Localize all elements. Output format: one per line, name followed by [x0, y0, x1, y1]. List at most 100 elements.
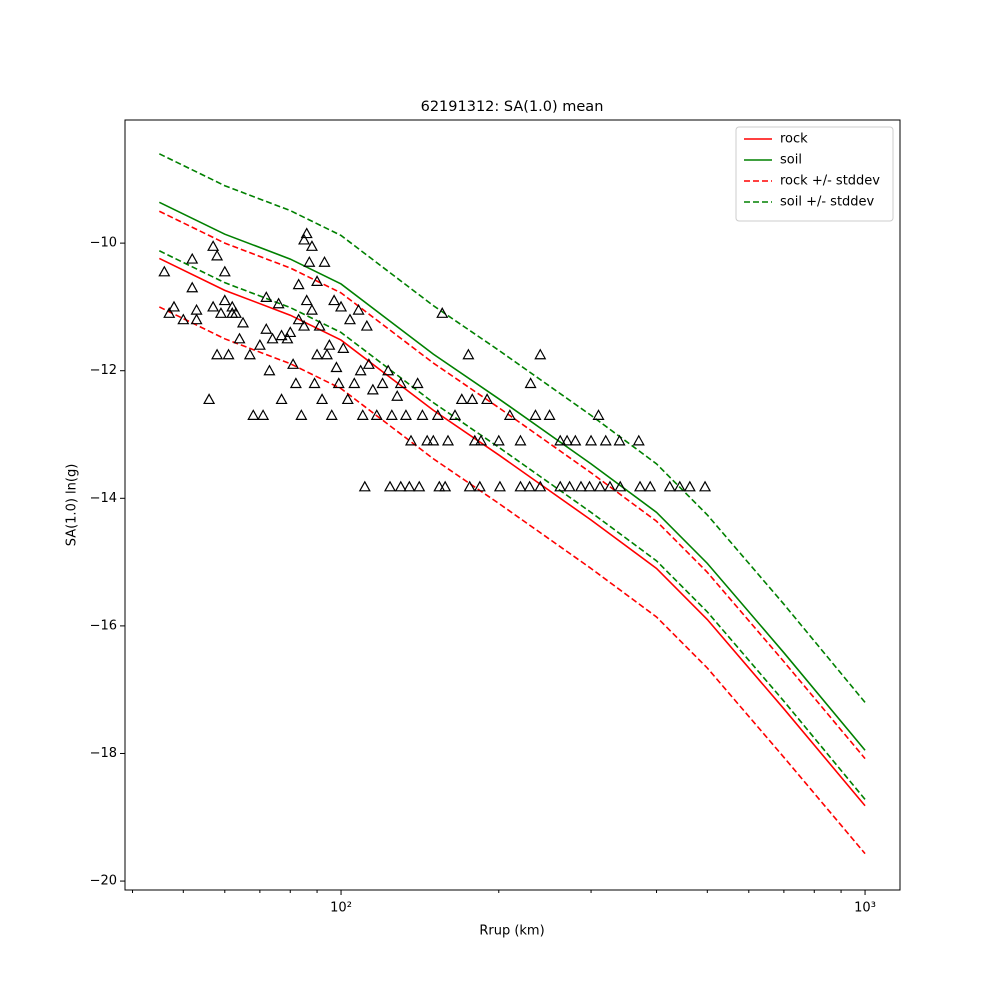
scatter-point: [431, 409, 444, 420]
line-lower: [158, 306, 866, 855]
scatter-point: [211, 249, 224, 261]
scatter-point: [292, 313, 305, 325]
scatter-point: [673, 480, 686, 492]
scatter-point: [382, 364, 395, 376]
chart-title: 62191312: SA(1.0) mean: [421, 99, 604, 115]
scatter-point: [561, 434, 574, 446]
scatter-point: [583, 480, 596, 492]
scatter-point: [421, 434, 434, 446]
legend-label: soil +/- stddev: [780, 195, 875, 210]
plot-frame: [124, 119, 901, 891]
scatter-point: [190, 313, 203, 325]
scatter-point: [593, 480, 607, 492]
scatter-point: [362, 358, 375, 369]
scatter-point: [158, 265, 171, 277]
legend-label: soil: [780, 153, 802, 168]
scatter-point: [473, 480, 486, 492]
scatter-point: [514, 480, 527, 492]
scatter-point: [385, 409, 398, 420]
scatter-point: [404, 434, 418, 446]
scatter-point: [295, 409, 308, 420]
legend-label: rock: [780, 132, 808, 147]
scatter-point: [203, 393, 216, 405]
scatter-point: [341, 393, 354, 405]
scatter-point: [644, 480, 657, 492]
x-tick-label: 10³: [854, 901, 876, 916]
scatter-point: [699, 480, 712, 492]
scatter-point: [394, 377, 407, 389]
scatter-point: [370, 409, 383, 420]
scatter-point: [475, 434, 488, 446]
line-lower: [158, 250, 866, 800]
scatter-point: [462, 348, 475, 360]
x-axis-label: Rrup (km): [479, 924, 544, 939]
scatter-point: [683, 480, 696, 492]
scatter-point: [356, 409, 369, 420]
scatter-point: [391, 389, 404, 401]
scatter-point: [569, 434, 582, 446]
scatter-point: [403, 480, 416, 492]
scatter-point: [272, 297, 285, 309]
scatter-point: [284, 326, 297, 338]
scatter-point: [503, 409, 516, 420]
scatter-point: [222, 348, 235, 360]
scatter-point: [448, 409, 462, 420]
scatter-point: [599, 434, 612, 446]
scatter-point: [214, 307, 227, 318]
scatter-point: [260, 323, 273, 334]
scatter-point: [416, 409, 429, 420]
scatter-point: [366, 383, 379, 395]
scatter-point: [211, 348, 224, 360]
scatter-point: [177, 313, 190, 325]
scatter-point: [311, 275, 324, 286]
scatter-point: [633, 480, 647, 492]
scatter-point: [411, 377, 424, 389]
line-upper: [158, 210, 866, 760]
scatter-point: [207, 240, 220, 251]
scatter-point: [394, 480, 407, 492]
scatter-point: [186, 252, 199, 264]
scatter-point: [300, 294, 313, 306]
scatter-point: [253, 338, 266, 350]
y-tick-label: −20: [90, 874, 117, 889]
scatter-point: [229, 307, 242, 318]
line: [158, 201, 866, 751]
line-upper: [158, 153, 866, 703]
scatter-point: [260, 291, 273, 302]
scatter-point: [332, 377, 345, 389]
scatter-point: [257, 409, 270, 420]
scatter-point: [543, 409, 556, 420]
scatter-point: [383, 480, 397, 492]
legend-label: rock +/- stddev: [780, 174, 880, 189]
x-tick-label: 10²: [330, 901, 352, 916]
scatter-point: [313, 319, 326, 331]
scatter-point: [632, 434, 645, 446]
scatter-point: [592, 409, 605, 420]
scatter-point: [328, 294, 341, 306]
scatter-point: [308, 377, 321, 389]
scatter-point: [436, 307, 449, 318]
scatter-point: [468, 434, 481, 446]
scatter-point: [663, 480, 676, 492]
scatter-point: [266, 332, 279, 344]
scatter-point: [330, 361, 343, 373]
scatter-point: [323, 338, 336, 350]
scatter-point: [298, 319, 311, 331]
scatter-point: [514, 434, 527, 446]
scatter-point: [335, 300, 348, 312]
scatter-point: [218, 265, 231, 277]
scatter-point: [534, 480, 547, 492]
line: [158, 257, 866, 807]
scatter-point: [399, 409, 412, 420]
scatter-point: [463, 480, 476, 492]
scatter-point: [574, 480, 587, 492]
scatter-point: [289, 377, 302, 389]
scatter-point: [311, 348, 324, 360]
scatter-point: [320, 348, 333, 360]
scatter-point: [433, 480, 446, 492]
scatter-point: [492, 434, 505, 446]
scatter-point: [613, 434, 626, 446]
scatter-point: [358, 480, 371, 492]
scatter-point: [360, 319, 373, 331]
scatter-point: [585, 434, 598, 446]
